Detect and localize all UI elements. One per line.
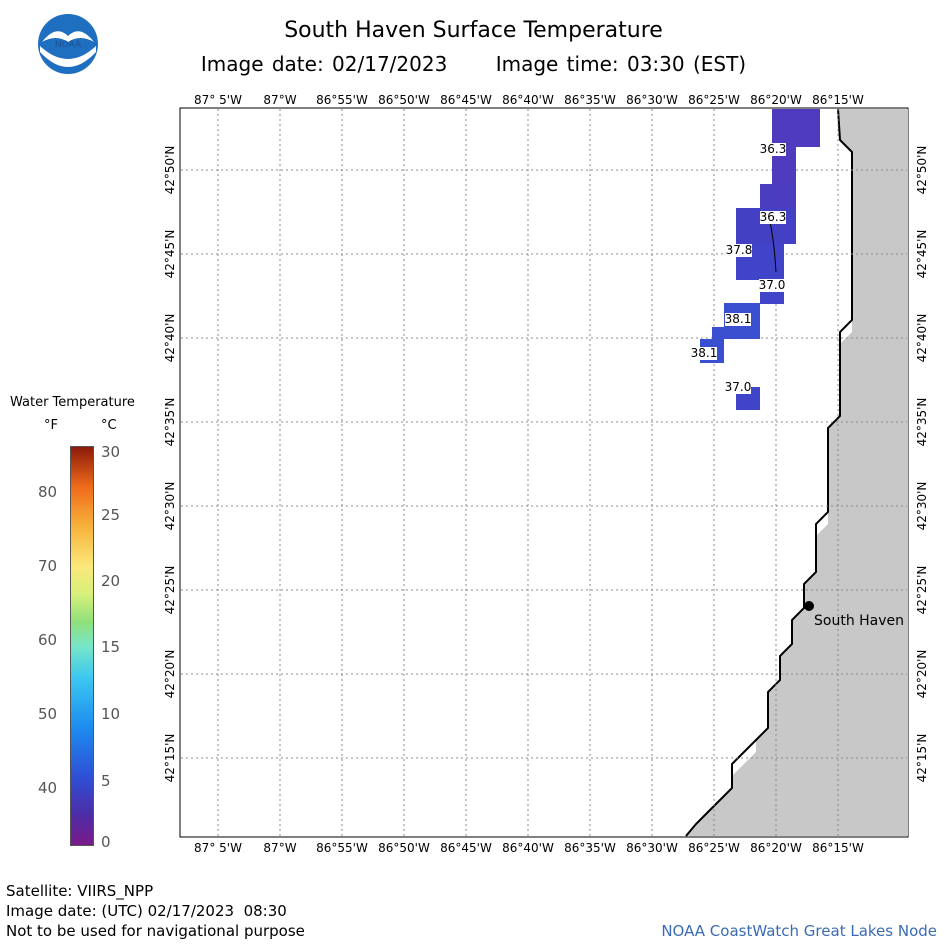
c-tick: 10: [101, 705, 121, 723]
city-marker: [804, 601, 814, 611]
lat-label: 42°25'N: [163, 566, 177, 615]
lat-labels-left: 42°50'N 42°45'N 42°40'N 42°35'N 42°30'N 42°25…: [163, 146, 177, 783]
image-date: Image date: 02/17/2023: [200, 52, 448, 76]
lon-label: 86°15'W: [812, 93, 864, 107]
temp-pixel: [760, 184, 796, 208]
temp-pixel: [712, 327, 760, 339]
color-scale-bar: [70, 446, 94, 846]
image-time: Image time: 03:30 (EST): [495, 52, 747, 76]
isotherm-line: [769, 221, 777, 273]
f-tick: 40: [38, 779, 58, 797]
legend-unit-c: °C: [101, 418, 117, 433]
lon-label: 86°30'W: [626, 841, 678, 855]
temp-label: 37.0: [725, 380, 752, 394]
credit-text: NOAA CoastWatch Great Lakes Node: [661, 922, 937, 940]
lat-label: 42°25'N: [915, 566, 929, 615]
c-tick: 0: [101, 833, 111, 851]
lon-label: 86°25'W: [688, 93, 740, 107]
lat-label: 42°40'N: [915, 314, 929, 363]
temp-label: 37.0: [759, 278, 786, 292]
satellite-info: Satellite: VIIRS_NPP: [6, 882, 154, 900]
lon-label: 86°45'W: [440, 841, 492, 855]
logo-text: NOAA: [55, 40, 82, 50]
lon-label: 86°55'W: [316, 93, 368, 107]
lat-label: 42°45'N: [163, 230, 177, 279]
legend-title: Water Temperature: [10, 395, 135, 410]
temp-label: 37.8: [726, 243, 753, 257]
lon-label: 86°40'W: [502, 93, 554, 107]
lat-label: 42°50'N: [163, 146, 177, 195]
lat-label: 42°35'N: [163, 398, 177, 447]
disclaimer: Not to be used for navigational purpose: [6, 922, 305, 940]
lat-label: 42°15'N: [163, 734, 177, 783]
lat-label: 42°15'N: [915, 734, 929, 783]
lat-label: 42°45'N: [915, 230, 929, 279]
lon-label: 87° 5'W: [194, 93, 242, 107]
temp-label: 38.1: [691, 346, 718, 360]
temperature-pixels: [700, 109, 820, 410]
lon-label: 87°W: [263, 93, 296, 107]
temp-pixel: [760, 292, 784, 304]
lon-labels-bottom: 87° 5'W 87°W 86°55'W 86°50'W 86°45'W 86°40'W 8…: [194, 841, 864, 855]
f-tick: 80: [38, 483, 58, 501]
lon-label: 86°45'W: [440, 93, 492, 107]
temp-label: 38.1: [725, 312, 752, 326]
map-title: South Haven Surface Temperature: [284, 18, 663, 43]
lon-label: 86°55'W: [316, 841, 368, 855]
temp-pixel: [772, 109, 820, 147]
f-tick: 50: [38, 705, 58, 723]
f-tick: 60: [38, 631, 58, 649]
lat-label: 42°20'N: [163, 650, 177, 699]
lon-label: 86°15'W: [812, 841, 864, 855]
temp-labels: 36.3 36.3 37.8 37.0 38.1 38.1 37.0: [691, 142, 787, 394]
c-tick: 20: [101, 572, 121, 590]
lon-label: 86°50'W: [378, 841, 430, 855]
city-label: South Haven: [814, 613, 904, 629]
f-tick: 70: [38, 557, 58, 575]
lon-label: 86°30'W: [626, 93, 678, 107]
c-tick: 15: [101, 638, 121, 656]
lat-labels-right: 42°50'N 42°45'N 42°40'N 42°35'N 42°30'N 42°25…: [915, 146, 929, 783]
legend-unit-f: °F: [44, 418, 58, 433]
lon-label: 86°40'W: [502, 841, 554, 855]
lon-label: 86°20'W: [750, 93, 802, 107]
image-datetime: Image date: 02/17/2023 Image time: 03:30…: [0, 52, 947, 76]
lon-label: 87° 5'W: [194, 841, 242, 855]
lon-label: 86°35'W: [564, 841, 616, 855]
lon-label: 86°25'W: [688, 841, 740, 855]
temp-label: 36.3: [760, 142, 787, 156]
shoreline: [685, 108, 853, 837]
lat-label: 42°40'N: [163, 314, 177, 363]
lon-label: 86°20'W: [750, 841, 802, 855]
lon-labels-top: 87° 5'W 87°W 86°55'W 86°50'W 86°45'W 86°40'W 8…: [194, 93, 864, 107]
lon-label: 86°35'W: [564, 93, 616, 107]
lat-label: 42°35'N: [915, 398, 929, 447]
graticule: [181, 109, 907, 836]
noaa-logo: NOAA: [38, 14, 98, 74]
lat-label: 42°50'N: [915, 146, 929, 195]
lon-label: 86°50'W: [378, 93, 430, 107]
lat-label: 42°30'N: [163, 482, 177, 531]
lat-label: 42°20'N: [915, 650, 929, 699]
lon-label: 87°W: [263, 841, 296, 855]
c-tick: 30: [101, 443, 121, 461]
temp-label: 36.3: [760, 210, 787, 224]
c-tick: 5: [101, 772, 111, 790]
c-tick: 25: [101, 506, 121, 524]
utc-date: Image date: (UTC) 02/17/2023 08:30: [6, 902, 287, 920]
lat-label: 42°30'N: [915, 482, 929, 531]
